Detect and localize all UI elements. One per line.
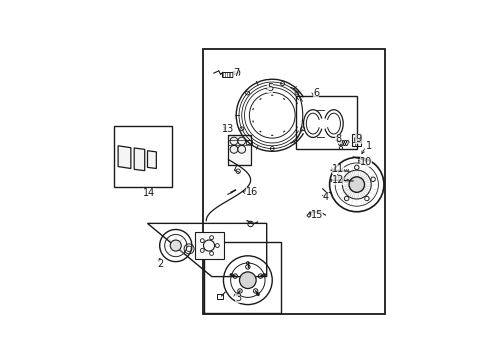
Text: 16: 16 — [245, 187, 258, 197]
Text: 4: 4 — [322, 192, 328, 202]
Circle shape — [230, 145, 237, 153]
Circle shape — [348, 177, 364, 192]
Bar — [296, 96, 357, 149]
Text: 2: 2 — [157, 258, 163, 269]
Circle shape — [170, 240, 181, 251]
Bar — [204, 242, 281, 314]
Text: 15: 15 — [310, 210, 323, 220]
Text: 12: 12 — [331, 175, 344, 185]
Circle shape — [122, 155, 127, 160]
Polygon shape — [147, 151, 156, 168]
Text: 5: 5 — [266, 82, 272, 93]
Bar — [203, 49, 384, 314]
Text: 3: 3 — [235, 293, 241, 303]
Text: 10: 10 — [359, 157, 371, 167]
Bar — [246, 140, 251, 144]
Bar — [351, 134, 360, 146]
Text: 1: 1 — [365, 141, 371, 151]
Circle shape — [230, 137, 237, 145]
Circle shape — [237, 137, 245, 145]
Polygon shape — [134, 148, 144, 171]
Circle shape — [239, 272, 256, 288]
Text: 7: 7 — [233, 68, 239, 78]
Text: 14: 14 — [142, 188, 154, 198]
Bar — [194, 232, 224, 259]
Text: 11: 11 — [331, 164, 344, 174]
Text: 9: 9 — [355, 134, 361, 144]
Text: 8: 8 — [335, 134, 341, 144]
Bar — [228, 135, 251, 165]
Polygon shape — [118, 146, 131, 168]
Bar — [216, 294, 223, 299]
Text: 13: 13 — [222, 123, 234, 134]
Circle shape — [237, 145, 245, 153]
Text: 6: 6 — [313, 88, 319, 98]
Bar — [114, 126, 172, 187]
Bar — [222, 72, 232, 77]
